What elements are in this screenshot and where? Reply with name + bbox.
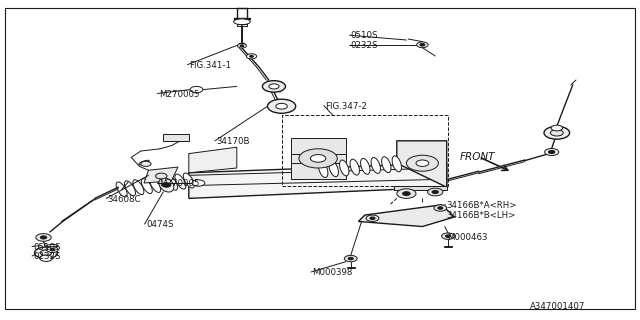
Text: A347001407: A347001407 — [530, 302, 586, 311]
Ellipse shape — [47, 244, 58, 247]
Ellipse shape — [116, 182, 127, 197]
Text: 0232S: 0232S — [33, 252, 61, 261]
Ellipse shape — [319, 162, 328, 178]
Circle shape — [420, 44, 425, 46]
Text: FIG.347-2: FIG.347-2 — [325, 102, 367, 111]
Circle shape — [366, 215, 379, 221]
Circle shape — [237, 44, 246, 48]
Text: M270005: M270005 — [159, 180, 199, 188]
Ellipse shape — [139, 160, 149, 165]
Polygon shape — [144, 167, 178, 183]
Polygon shape — [394, 186, 447, 190]
Circle shape — [269, 84, 279, 89]
Ellipse shape — [350, 159, 360, 175]
Text: 34166B*B<LH>: 34166B*B<LH> — [447, 211, 516, 220]
Ellipse shape — [159, 178, 174, 192]
Polygon shape — [358, 205, 454, 227]
Ellipse shape — [166, 175, 177, 190]
Text: 0510S: 0510S — [351, 31, 378, 40]
Text: 34170B: 34170B — [216, 137, 250, 146]
Text: 34608C: 34608C — [108, 195, 141, 204]
Circle shape — [240, 45, 244, 47]
Ellipse shape — [183, 173, 195, 188]
Circle shape — [442, 233, 454, 239]
Circle shape — [438, 207, 443, 209]
Ellipse shape — [269, 103, 275, 105]
Circle shape — [246, 54, 257, 59]
Bar — [282, 115, 448, 186]
Ellipse shape — [288, 107, 294, 109]
Ellipse shape — [381, 157, 391, 172]
Ellipse shape — [158, 176, 169, 191]
Circle shape — [370, 217, 375, 220]
Circle shape — [47, 247, 58, 252]
Circle shape — [141, 161, 151, 166]
Circle shape — [156, 173, 167, 179]
Circle shape — [348, 257, 353, 260]
Circle shape — [417, 42, 428, 48]
Text: 0510S: 0510S — [33, 243, 61, 252]
Ellipse shape — [392, 156, 401, 172]
Text: FIG.341-1: FIG.341-1 — [189, 61, 231, 70]
Circle shape — [344, 255, 357, 262]
Ellipse shape — [141, 179, 152, 194]
Circle shape — [545, 148, 559, 156]
Circle shape — [397, 189, 416, 198]
Circle shape — [40, 250, 52, 256]
Ellipse shape — [234, 19, 250, 25]
Text: FRONT: FRONT — [460, 152, 495, 163]
Circle shape — [268, 99, 296, 113]
Circle shape — [445, 235, 451, 237]
Circle shape — [403, 192, 410, 196]
Circle shape — [40, 255, 52, 261]
Circle shape — [550, 130, 563, 136]
Text: M000398: M000398 — [312, 268, 353, 277]
Circle shape — [299, 149, 337, 168]
Text: 0232S: 0232S — [351, 41, 378, 50]
Circle shape — [262, 81, 285, 92]
Circle shape — [35, 247, 58, 259]
Circle shape — [416, 160, 429, 166]
Circle shape — [276, 103, 287, 109]
Ellipse shape — [340, 160, 349, 176]
Circle shape — [162, 183, 171, 187]
Polygon shape — [189, 147, 237, 173]
Circle shape — [40, 236, 47, 239]
Circle shape — [428, 188, 443, 196]
Text: 34166B*A<RH>: 34166B*A<RH> — [447, 201, 517, 210]
Circle shape — [50, 248, 55, 251]
Circle shape — [548, 150, 555, 154]
Ellipse shape — [125, 181, 136, 196]
Polygon shape — [163, 134, 189, 141]
Polygon shape — [189, 163, 447, 198]
Text: M270005: M270005 — [159, 90, 199, 99]
Circle shape — [310, 155, 326, 162]
Ellipse shape — [133, 180, 144, 195]
Text: M000463: M000463 — [447, 233, 487, 242]
Circle shape — [544, 126, 570, 139]
Ellipse shape — [175, 174, 186, 189]
Circle shape — [36, 234, 51, 241]
Circle shape — [434, 205, 447, 211]
Circle shape — [551, 125, 563, 131]
Circle shape — [250, 55, 253, 57]
Polygon shape — [291, 138, 346, 179]
Text: 0474S: 0474S — [146, 220, 173, 229]
Circle shape — [190, 86, 203, 93]
Ellipse shape — [150, 178, 161, 192]
Polygon shape — [397, 141, 447, 187]
Circle shape — [432, 190, 438, 194]
Circle shape — [192, 180, 205, 186]
Ellipse shape — [360, 158, 370, 174]
Ellipse shape — [329, 161, 339, 177]
Ellipse shape — [371, 157, 380, 173]
Circle shape — [406, 155, 438, 171]
